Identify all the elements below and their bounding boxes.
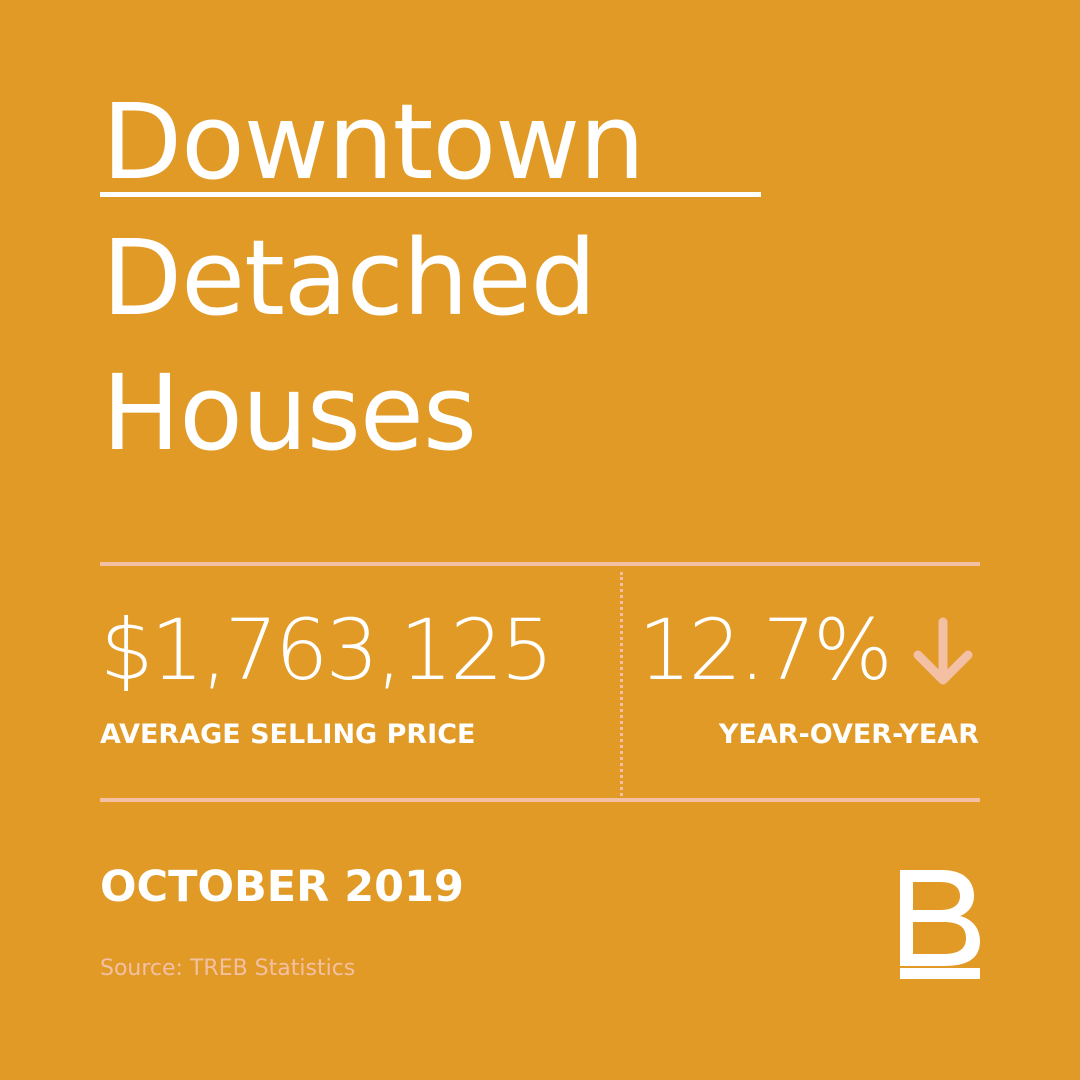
title-line-3: Houses [102,352,477,474]
yoy-change-value: 12.7% [638,601,893,699]
title-line-1: Downtown [102,81,645,203]
title-underline [100,192,761,197]
title-line-2: Detached [102,217,597,339]
arrow-down-icon [913,617,973,685]
brand-b-logo [900,870,980,979]
stats-bottom-rule [100,798,980,802]
average-price-value: $1,763,125 [100,601,554,699]
stats-divider [620,572,623,796]
stats-top-rule [100,562,980,566]
report-period: OCTOBER 2019 [100,862,464,912]
source-note: Source: TREB Statistics [100,956,356,981]
yoy-change-label: YEAR-OVER-YEAR [718,719,979,750]
average-price-label: AVERAGE SELLING PRICE [100,719,476,750]
